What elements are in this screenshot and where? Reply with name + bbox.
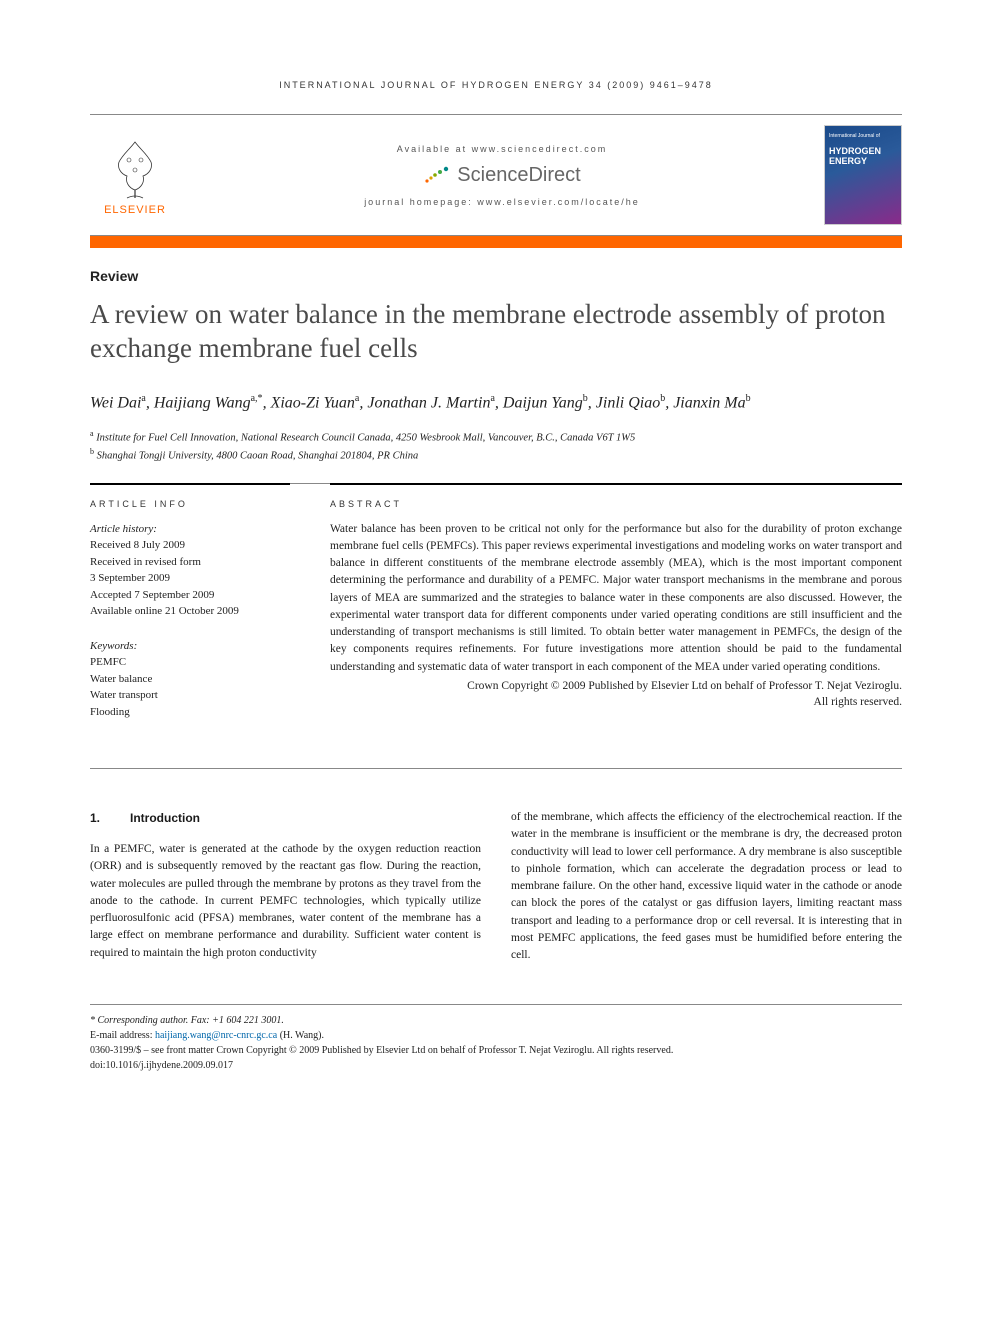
running-head: INTERNATIONAL JOURNAL OF HYDROGEN ENERGY… <box>90 80 902 90</box>
cover-big-title: HYDROGEN ENERGY <box>829 146 897 166</box>
article-title: A review on water balance in the membran… <box>90 298 902 366</box>
abstract-heading: ABSTRACT <box>330 499 902 509</box>
affiliations: a Institute for Fuel Cell Innovation, Na… <box>90 428 902 465</box>
article-info-heading: ARTICLE INFO <box>90 499 290 509</box>
email-line: E-mail address: haijiang.wang@nrc-cnrc.g… <box>90 1028 902 1043</box>
abstract-text: Water balance has been proven to be crit… <box>330 521 902 676</box>
cover-small-title: International Journal of <box>829 134 897 140</box>
sciencedirect-logo: ScienceDirect <box>423 164 580 187</box>
elsevier-wordmark: ELSEVIER <box>104 204 166 216</box>
corresponding-author-note: * Corresponding author. Fax: +1 604 221 … <box>90 1013 902 1028</box>
body-column-left: 1. Introduction In a PEMFC, water is gen… <box>90 809 481 964</box>
sciencedirect-swoosh-icon <box>423 165 451 185</box>
abstract-copyright-2: All rights reserved. <box>330 696 902 708</box>
elsevier-logo-block: ELSEVIER <box>90 134 180 216</box>
body-column-right: of the membrane, which affects the effic… <box>511 809 902 964</box>
author-list: Wei Daia, Haijiang Wanga,*, Xiao-Zi Yuan… <box>90 392 902 415</box>
history-label: Article history: <box>90 523 157 535</box>
elsevier-tree-icon <box>101 134 169 202</box>
available-at-text: Available at www.sciencedirect.com <box>180 144 824 154</box>
body-paragraph: of the membrane, which affects the effic… <box>511 809 902 964</box>
abstract-column: ABSTRACT Water balance has been proven t… <box>330 483 902 739</box>
footnotes: * Corresponding author. Fax: +1 604 221 … <box>90 1004 902 1073</box>
journal-cover-thumbnail: International Journal of HYDROGEN ENERGY <box>824 125 902 225</box>
issn-copyright-line: 0360-3199/$ – see front matter Crown Cop… <box>90 1043 902 1058</box>
keywords-label: Keywords: <box>90 640 137 652</box>
publisher-banner: ELSEVIER Available at www.sciencedirect.… <box>90 114 902 236</box>
section-heading: 1. Introduction <box>90 809 481 827</box>
doi-line: doi:10.1016/j.ijhydene.2009.09.017 <box>90 1058 902 1073</box>
info-abstract-row: ARTICLE INFO Article history: Received 8… <box>90 483 902 739</box>
banner-center: Available at www.sciencedirect.com Scien… <box>180 144 824 207</box>
corresponding-email-link[interactable]: haijiang.wang@nrc-cnrc.gc.ca <box>155 1030 277 1041</box>
abstract-copyright-1: Crown Copyright © 2009 Published by Else… <box>330 680 902 692</box>
article-type: Review <box>90 268 902 284</box>
article-history-block: Article history: Received 8 July 2009Rec… <box>90 521 290 620</box>
section-number: 1. <box>90 809 100 827</box>
email-label: E-mail address: <box>90 1030 155 1041</box>
body-two-column: 1. Introduction In a PEMFC, water is gen… <box>90 809 902 964</box>
keywords-block: Keywords: PEMFCWater balanceWater transp… <box>90 638 290 721</box>
email-suffix: (H. Wang). <box>277 1030 324 1041</box>
journal-homepage-text: journal homepage: www.elsevier.com/locat… <box>180 197 824 207</box>
orange-divider-bar <box>90 236 902 248</box>
sciencedirect-wordmark: ScienceDirect <box>457 164 580 187</box>
section-name: Introduction <box>130 809 200 827</box>
info-abstract-bottom-rule <box>90 768 902 769</box>
article-info-column: ARTICLE INFO Article history: Received 8… <box>90 483 290 739</box>
body-paragraph: In a PEMFC, water is generated at the ca… <box>90 841 481 962</box>
